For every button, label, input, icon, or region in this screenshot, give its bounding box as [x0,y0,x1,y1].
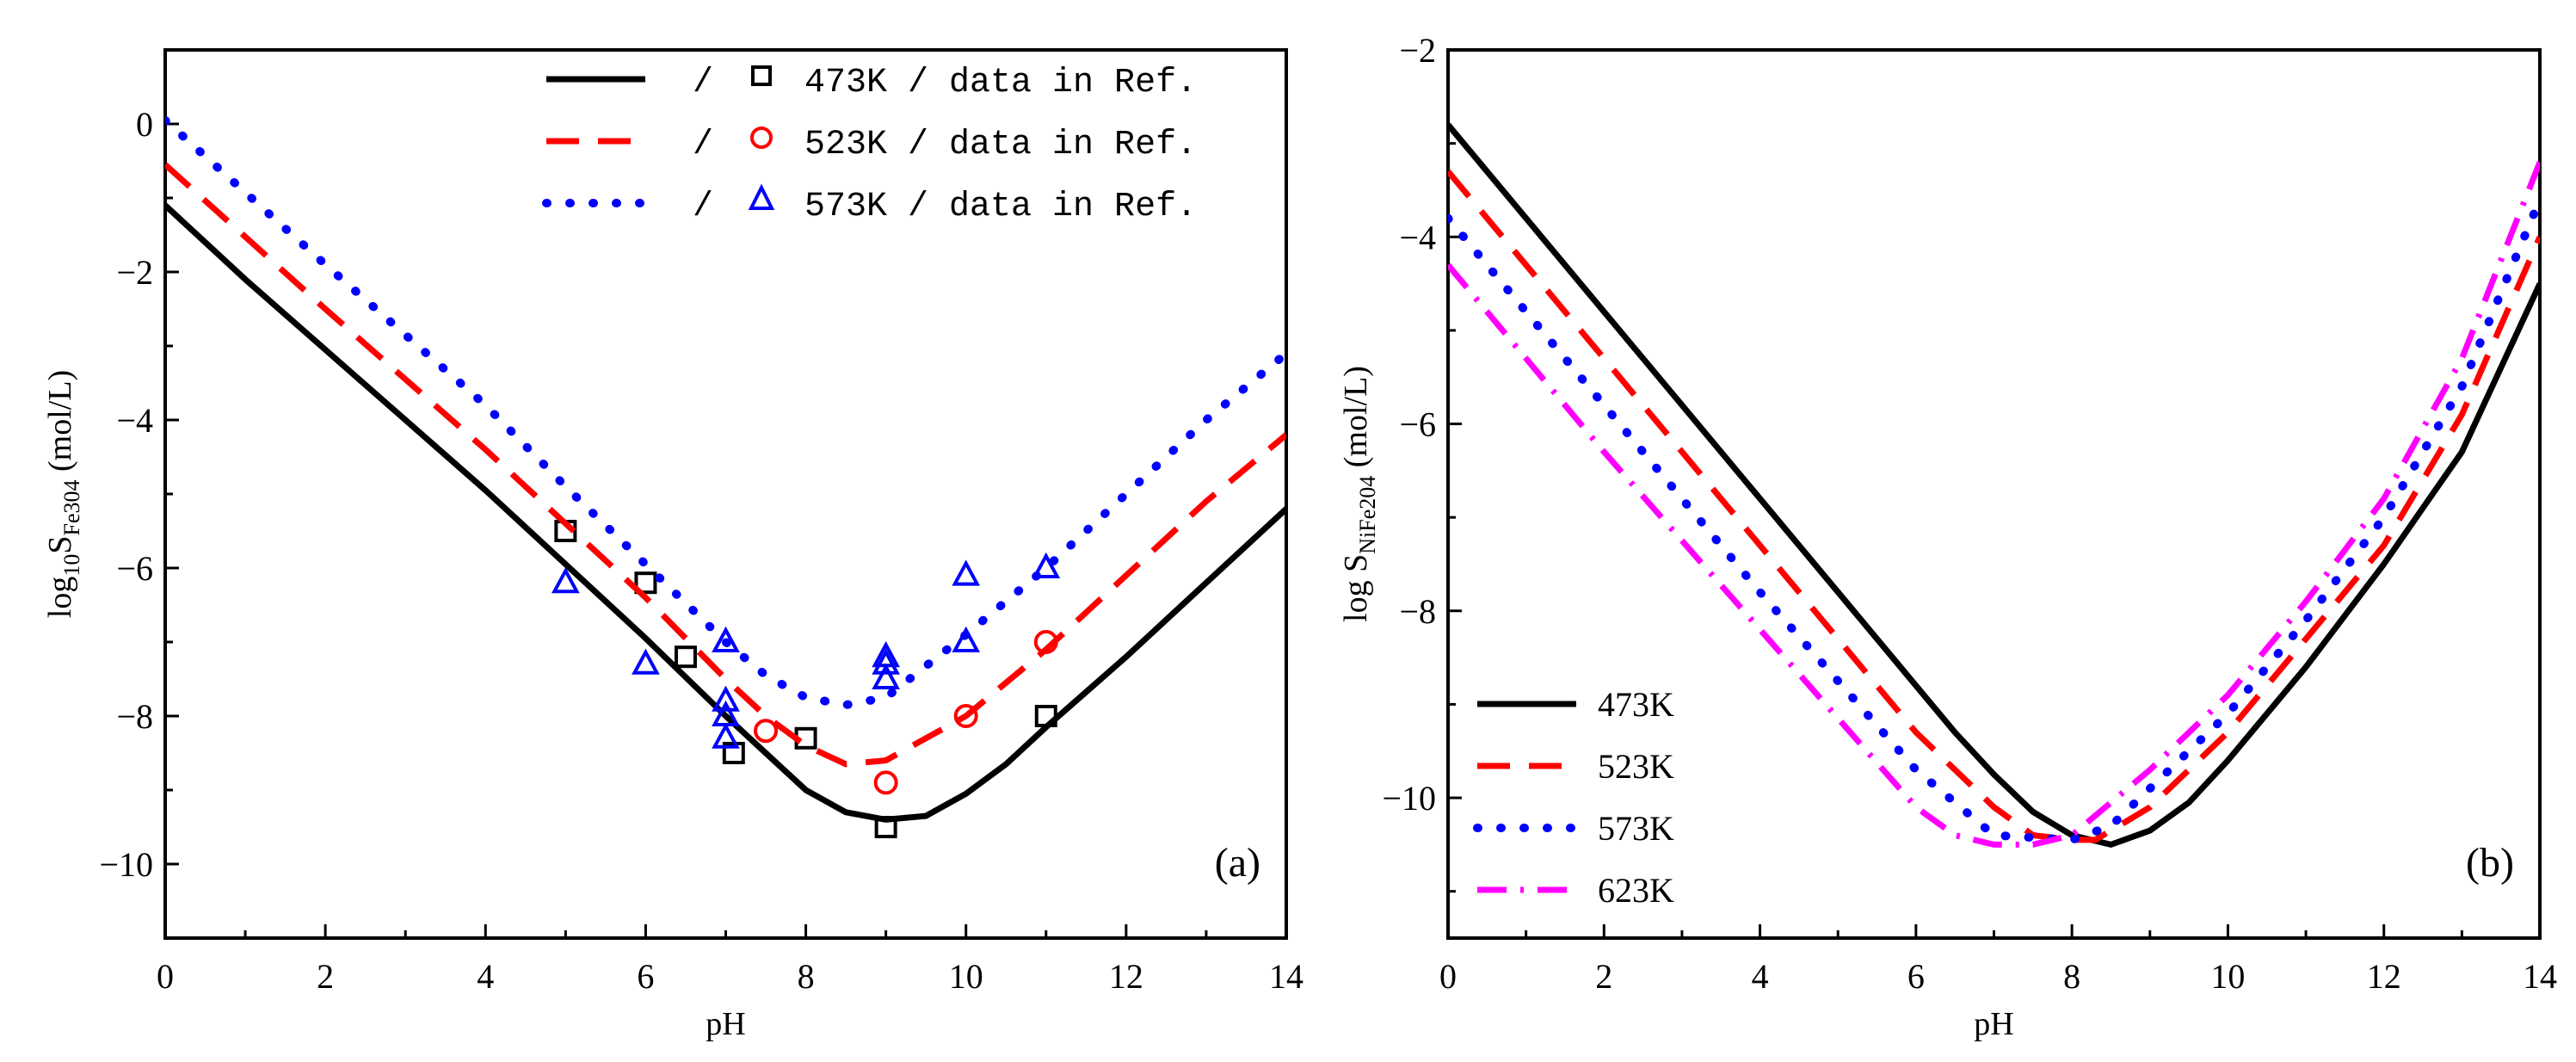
legend-marker-triangle [748,183,775,210]
data-point-triangle [872,648,901,675]
legend-item: 573K [1473,809,1674,848]
data-point-triangle [952,559,981,586]
data-point-circle [1033,630,1058,654]
y-label-sub: 10 [59,554,84,577]
x-tick-label: 0 [1439,957,1457,996]
y-label-subscript: NiFe204 [1355,476,1380,554]
legend-label: 523K [1598,747,1674,786]
data-point-circle [873,770,898,795]
y-tick-label: −2 [1399,31,1436,70]
y-tick-label: −4 [116,401,153,440]
series-line-573K [165,115,1286,710]
data-point-square [634,571,657,595]
x-axis-label: pH [706,1006,745,1042]
legend-label: 573K / data in Ref. [804,188,1197,226]
y-axis-label: log SNiFe204 (mol/L) [1338,366,1380,622]
legend-separator: / [693,126,713,164]
data-point-triangle [712,722,740,749]
y-label-unit: (mol/L) [1338,366,1374,476]
x-tick-label: 12 [2367,957,2401,996]
panel-b: 0 2 4 6 8 10 12 14 −2 −4 −6 −8 −10 pH log SNiFe204 (mo… [1338,31,2557,1042]
data-point-triangle [952,626,981,652]
y-tick-label: −10 [99,845,153,884]
legend-label: 573K [1598,809,1674,848]
y-tick-label: −2 [116,253,153,292]
legend-label: 623K [1598,871,1674,910]
data-point-triangle [551,567,580,594]
y-label-unit: (mol/L) [42,370,78,480]
x-tick-label: 14 [2523,957,2557,996]
x-axis-label: pH [1974,1006,2013,1042]
x-tick-label: 6 [637,957,654,996]
y-label-subscript: Fe304 [59,480,84,536]
legend-label: 473K [1598,685,1674,724]
y-tick-label: −8 [116,697,153,736]
x-tick-label: 6 [1907,957,1925,996]
panel-label: (a) [1215,840,1260,886]
legend-marker-circle [750,127,773,149]
data-point-circle [953,704,978,728]
y-tick-label: −8 [1399,592,1436,631]
x-tick-label: 4 [477,957,494,996]
x-tick-label: 12 [1109,957,1143,996]
legend-separator: / [693,188,713,226]
y-label-s: S [42,536,78,554]
legend-label: 473K / data in Ref. [804,64,1197,102]
x-tick-label: 0 [157,957,174,996]
y-tick-label: 0 [136,105,153,144]
x-tick-label: 8 [798,957,815,996]
legend-separator: / [693,64,713,102]
data-point-square [1034,705,1057,727]
data-point-triangle [872,663,901,689]
y-tick-label: −6 [1399,405,1436,444]
legend-item: 523K [1477,747,1674,786]
series-line-523K [165,162,1286,768]
plot-frame [163,48,1288,940]
legend-item: / 573K / data in Ref. [542,183,1197,226]
y-label-s: S [1338,554,1374,572]
legend-item: 473K [1477,685,1674,724]
legend-item: / 473K / data in Ref. [546,64,1197,102]
data-point-triangle [632,648,660,675]
x-tick-label: 14 [1269,957,1303,996]
legend-item: / 523K / data in Ref. [546,126,1197,164]
legend-marker-square [751,65,772,86]
legend-item: 623K [1477,871,1674,910]
panel-label: (b) [2466,840,2514,886]
x-tick-label: 2 [317,957,334,996]
data-point-triangle [712,626,740,652]
y-tick-label: −6 [116,549,153,588]
data-point-triangle [712,685,740,712]
data-point-triangle [1032,552,1061,578]
x-tick-label: 10 [949,957,983,996]
data-point-circle [754,719,779,744]
y-tick-label: −10 [1382,779,1436,818]
data-point-square [674,645,697,669]
x-tick-label: 2 [1595,957,1612,996]
x-tick-label: 4 [1752,957,1769,996]
y-tick-label: −4 [1399,218,1436,256]
x-tick-label: 8 [2063,957,2080,996]
series-line-573K [1448,194,2540,844]
legend-label: 523K / data in Ref. [804,126,1197,164]
series-line-523K [1448,169,2540,843]
y-label-log: log [42,577,78,619]
y-axis-label: log10SFe304 (mol/L) [42,370,84,618]
data-point-square [874,816,897,838]
x-tick-label: 10 [2210,957,2245,996]
series-line-473K [1448,122,2540,849]
y-label-log: log [1338,572,1374,622]
series-line-623K [1448,161,2540,848]
